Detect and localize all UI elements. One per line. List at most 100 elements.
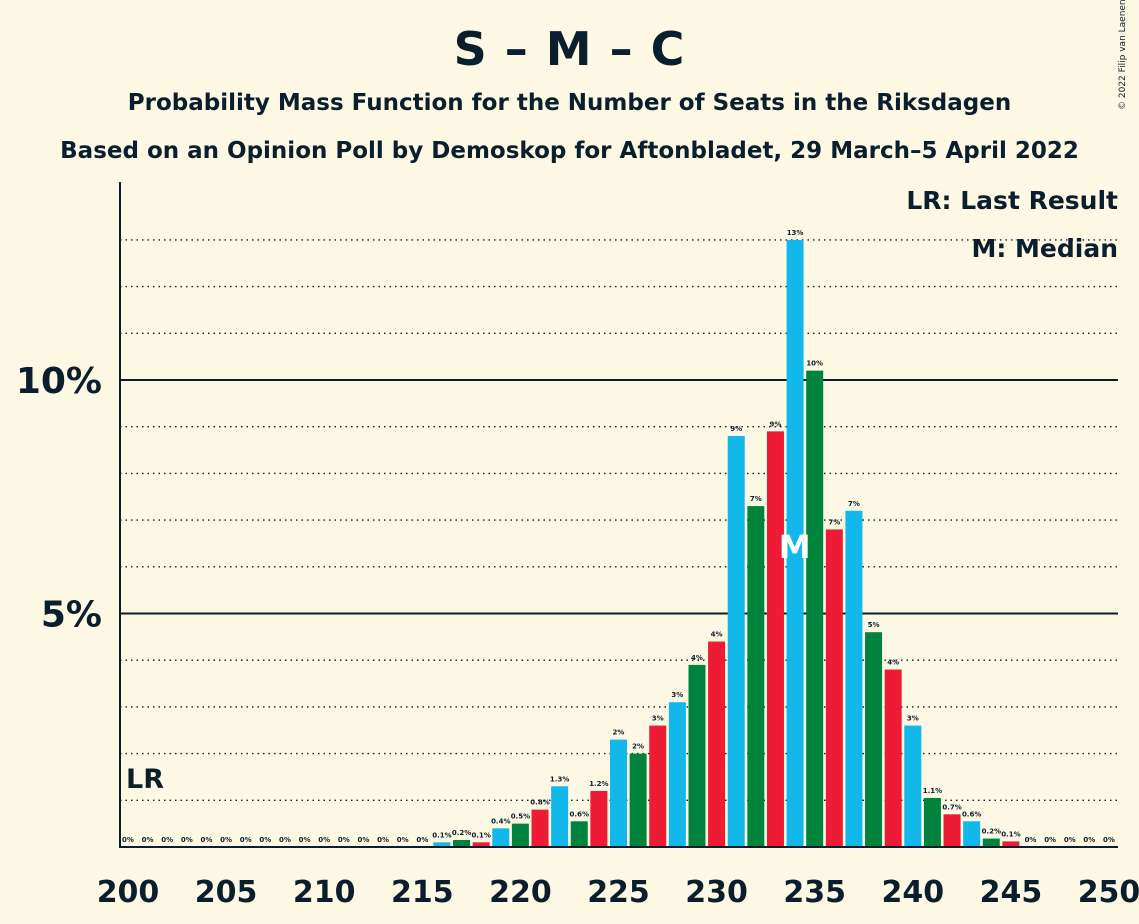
bar-label-seat-207: 0% xyxy=(259,836,271,844)
bar-label-seat-210: 0% xyxy=(318,836,330,844)
bar-label-seat-218: 0.1% xyxy=(471,831,490,839)
bar-label-seat-249: 0% xyxy=(1083,836,1095,844)
bar-label-seat-248: 0% xyxy=(1064,836,1076,844)
bar-seat-241 xyxy=(923,797,941,847)
bar-label-seat-238: 5% xyxy=(868,621,880,629)
bar-label-seat-211: 0% xyxy=(338,836,350,844)
y-tick-label: 10% xyxy=(16,361,102,402)
bar-seat-227 xyxy=(649,725,667,847)
x-tick-label: 240 xyxy=(881,875,944,910)
bar-label-seat-209: 0% xyxy=(299,836,311,844)
bar-seat-230 xyxy=(708,641,726,847)
x-tick-label: 225 xyxy=(587,875,650,910)
x-tick-label: 245 xyxy=(980,875,1043,910)
bar-label-seat-225: 2% xyxy=(613,729,625,737)
bar-label-seat-220: 0.5% xyxy=(511,813,530,821)
bar-label-seat-221: 0.8% xyxy=(530,799,549,807)
bar-label-seat-234: 13% xyxy=(787,229,804,237)
bar-seat-218 xyxy=(472,842,490,847)
bar-label-seat-202: 0% xyxy=(161,836,173,844)
axes: 200 205 210 215 220 225 230 235 240 245 250 5% 10% xyxy=(16,182,1139,910)
bar-label-seat-241: 1.1% xyxy=(923,787,942,795)
legend-median: M: Median xyxy=(971,234,1118,263)
bar-label-seat-206: 0% xyxy=(240,836,252,844)
bar-seat-231 xyxy=(727,436,745,847)
bar-label-seat-213: 0% xyxy=(377,836,389,844)
bar-seat-242 xyxy=(943,814,961,847)
bar-seat-240 xyxy=(904,725,922,847)
bar-label-seat-240: 3% xyxy=(907,715,919,723)
bar-seat-216 xyxy=(433,842,451,847)
bar-seat-222 xyxy=(551,786,569,847)
bar-label-seat-222: 1.3% xyxy=(550,775,569,783)
bar-labels: 0% 0% 0% 0% 0% 0% 0% 0% 0% 0% 0% 0% 0% 0% 0% 0%0.1% 0.2%… xyxy=(122,229,1115,844)
bar-label-seat-215: 0% xyxy=(416,836,428,844)
median-marker: M xyxy=(779,528,811,566)
x-tick-label: 230 xyxy=(685,875,748,910)
bar-label-seat-236: 7% xyxy=(828,518,840,526)
bar-seat-221 xyxy=(531,809,549,847)
bar-label-seat-228: 3% xyxy=(671,691,683,699)
bar-label-seat-223: 0.6% xyxy=(570,810,589,818)
bar-label-seat-239: 4% xyxy=(887,659,899,667)
bar-label-seat-205: 0% xyxy=(220,836,232,844)
bar-label-seat-212: 0% xyxy=(357,836,369,844)
bar-seat-234 xyxy=(786,239,804,847)
chart-subtitle-poll: Based on an Opinion Poll by Demoskop for… xyxy=(60,138,1079,164)
bar-label-seat-200: 0% xyxy=(122,836,134,844)
bar-seat-232 xyxy=(747,506,765,847)
bar-seat-224 xyxy=(590,790,608,847)
overlay-markers: LR M xyxy=(126,528,811,795)
x-tick-label: 200 xyxy=(97,875,160,910)
bar-label-seat-226: 2% xyxy=(632,743,644,751)
chart-subtitle: Probability Mass Function for the Number… xyxy=(127,90,1012,116)
bar-label-seat-229: 4% xyxy=(691,654,703,662)
bar-seat-225 xyxy=(610,739,627,847)
bar-label-seat-216: 0.1% xyxy=(432,831,451,839)
bar-seat-245 xyxy=(1002,841,1020,847)
x-tick-label: 215 xyxy=(391,875,454,910)
bar-label-seat-237: 7% xyxy=(848,500,860,508)
bar-label-seat-219: 0.4% xyxy=(491,817,510,825)
grid-lines xyxy=(120,239,1118,801)
x-tick-label: 210 xyxy=(293,875,356,910)
bar-seat-236 xyxy=(825,529,843,847)
bar-label-seat-208: 0% xyxy=(279,836,291,844)
legend-last-result: LR: Last Result xyxy=(906,186,1118,215)
bar-label-seat-246: 0% xyxy=(1025,836,1037,844)
x-tick-label: 235 xyxy=(783,875,846,910)
bar-label-seat-204: 0% xyxy=(201,836,213,844)
bar-seat-228 xyxy=(668,702,686,847)
bar-seat-217 xyxy=(453,839,471,847)
bar-seat-237 xyxy=(845,510,863,847)
bar-label-seat-232: 7% xyxy=(750,495,762,503)
last-result-marker: LR xyxy=(126,764,164,795)
bar-label-seat-231: 9% xyxy=(730,425,742,433)
bar-label-seat-230: 4% xyxy=(711,631,723,639)
x-tick-label: 205 xyxy=(195,875,258,910)
bar-label-seat-247: 0% xyxy=(1044,836,1056,844)
y-tick-label: 5% xyxy=(41,595,102,636)
bar-seat-239 xyxy=(884,669,902,847)
bar-label-seat-235: 10% xyxy=(806,360,823,368)
x-tick-label: 220 xyxy=(489,875,552,910)
bar-label-seat-201: 0% xyxy=(142,836,154,844)
bar-label-seat-214: 0% xyxy=(397,836,409,844)
x-tick-label: 250 xyxy=(1078,875,1139,910)
bar-label-seat-224: 1.2% xyxy=(589,780,608,788)
bar-seat-238 xyxy=(865,632,883,847)
bar-label-seat-203: 0% xyxy=(181,836,193,844)
bar-label-seat-242: 0.7% xyxy=(942,803,961,811)
bar-label-seat-244: 0.2% xyxy=(982,828,1001,836)
bar-label-seat-227: 3% xyxy=(652,715,664,723)
bar-label-seat-217: 0.2% xyxy=(452,829,471,837)
bar-seat-244 xyxy=(982,838,1000,847)
bars xyxy=(433,239,1020,847)
bar-seat-229 xyxy=(688,664,706,847)
bar-seat-220 xyxy=(511,823,529,847)
bar-label-seat-250: 0% xyxy=(1103,836,1115,844)
bar-seat-226 xyxy=(629,753,647,847)
bar-seat-219 xyxy=(492,828,510,847)
